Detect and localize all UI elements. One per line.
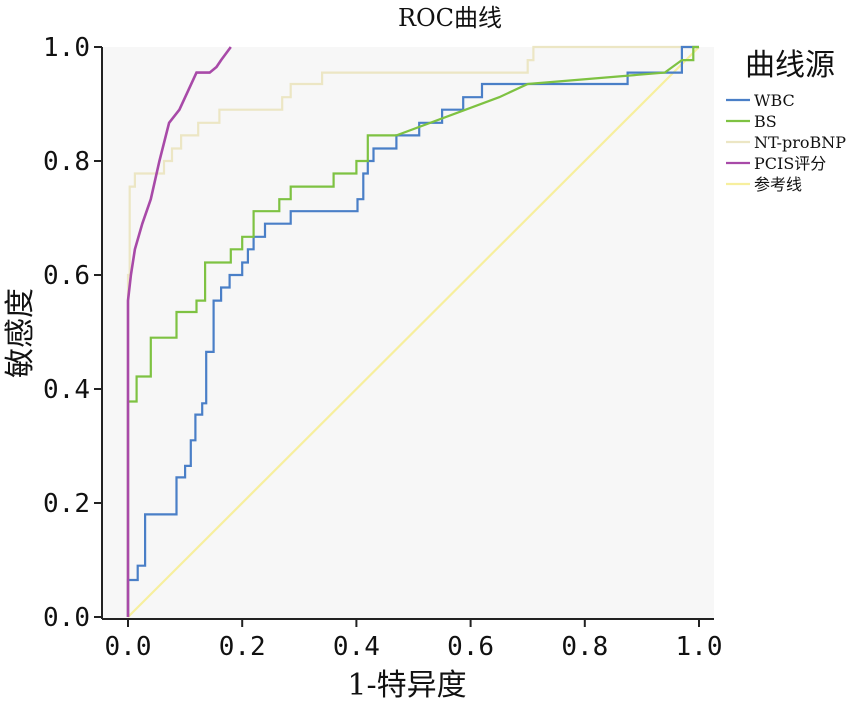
y-tick-label: 0.0: [43, 603, 90, 633]
series-line-nt-probnp: [126, 45, 699, 617]
y-axis-label: 敏感度: [3, 288, 38, 378]
x-ticks: 0.0 0.2 0.4 0.6 0.8 1.0: [105, 619, 723, 662]
y-tick-label: 0.6: [43, 261, 90, 291]
x-axis-label: 1-特异度: [347, 668, 466, 703]
series-line-pcis: [126, 46, 232, 617]
x-tick-label: 0.0: [105, 632, 152, 662]
y-tick-label: 0.4: [43, 375, 90, 405]
y-tick-label: 0.2: [43, 489, 90, 519]
chart-title: ROC曲线: [398, 4, 502, 32]
series-line-bs: [126, 45, 699, 617]
plot-background: [102, 47, 714, 619]
y-ticks: 0.0 0.2 0.4 0.6 0.8 1.0: [43, 33, 102, 633]
y-tick-label: 1.0: [43, 33, 90, 63]
legend-label: NT-proBNP: [754, 133, 846, 152]
series-layer: [126, 45, 700, 618]
legend-label: 参考线: [754, 175, 802, 194]
legend-label: BS: [754, 112, 777, 131]
y-tick-label: 0.8: [43, 147, 90, 177]
legend-title: 曲线源: [745, 48, 835, 83]
series-line-reference: [127, 46, 700, 618]
legend-label: WBC: [754, 91, 795, 110]
x-tick-label: 1.0: [676, 632, 723, 662]
x-tick-label: 0.6: [447, 632, 494, 662]
x-tick-label: 0.2: [219, 632, 266, 662]
legend-label: PCIS评分: [754, 154, 826, 173]
x-tick-label: 0.4: [333, 632, 380, 662]
x-tick-label: 0.8: [561, 632, 608, 662]
